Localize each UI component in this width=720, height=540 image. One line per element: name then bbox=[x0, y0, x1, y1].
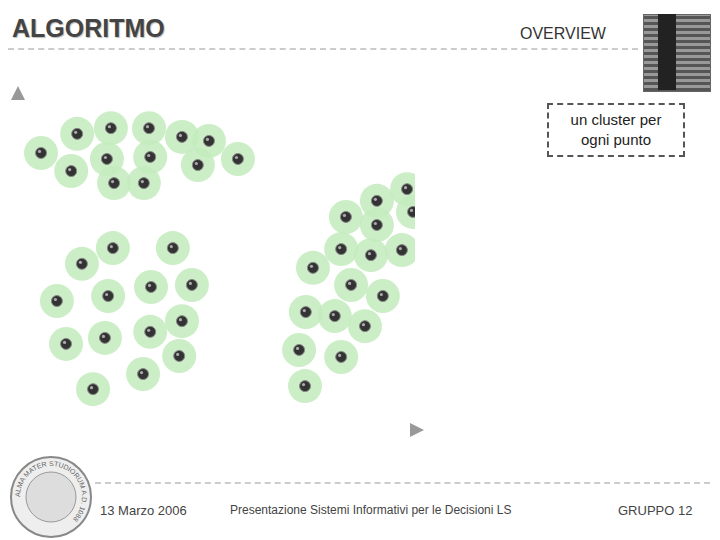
html-text:Presentazione Sistemi Informat: Presentazione Sistemi Informativi per le… bbox=[230, 503, 512, 517]
html-text:un cluster per ogni punto: un cluster per ogni punto bbox=[570, 111, 662, 148]
html-text:GRUPPO 12: GRUPPO 12 bbox=[618, 503, 693, 518]
svg-text:ALMA MATER STUDIORUM A.D. 1088: ALMA MATER STUDIORUM A.D. 1088 bbox=[14, 460, 88, 523]
html-text:ALGORITMO: ALGORITMO bbox=[12, 14, 165, 42]
html-text:13 Marzo 2006: 13 Marzo 2006 bbox=[100, 503, 187, 518]
html-text:OVERVIEW: OVERVIEW bbox=[520, 25, 606, 42]
